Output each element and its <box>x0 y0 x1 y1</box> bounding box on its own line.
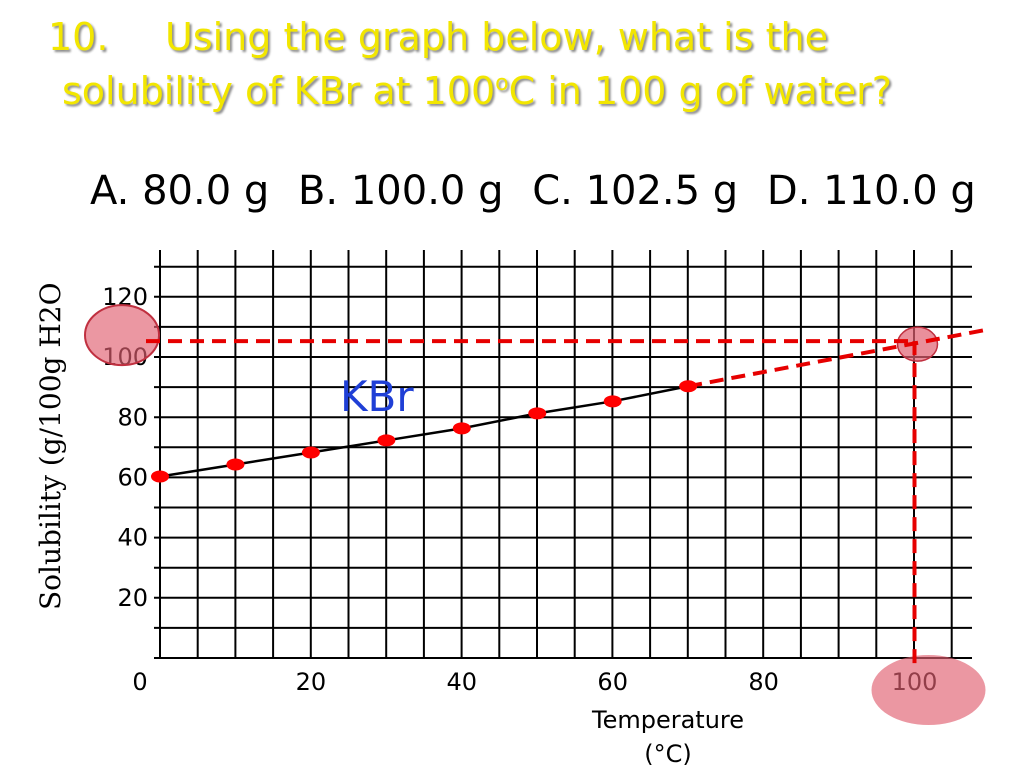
degree-superscript: o <box>495 71 509 96</box>
y-tick-label: 60 <box>117 464 148 492</box>
question-number: 10. <box>48 15 109 59</box>
choice-a[interactable]: A. 80.0 g <box>90 168 270 214</box>
choice-d[interactable]: D. 110.0 g <box>766 168 976 214</box>
extrapolation-line <box>687 327 991 389</box>
data-point <box>151 470 169 483</box>
x-tick-label: 20 <box>296 668 327 696</box>
x-tick-label: 60 <box>597 668 628 696</box>
y-axis-label: Solubility (g/100g H2O <box>34 282 67 610</box>
solubility-chart: 20406080100120 020406080100 KBr Solubili… <box>34 250 991 768</box>
question-text-line1: Using the graph below, what is the <box>165 15 828 59</box>
data-point <box>528 407 547 420</box>
y-tick-label: 80 <box>117 403 148 431</box>
x-axis-label: Temperature <box>591 706 744 734</box>
x-tick-label: 80 <box>748 668 779 696</box>
x-tick-label: 40 <box>447 668 478 696</box>
question-text-line2: solubility of KBr at 100oC in 100 g of w… <box>62 72 892 110</box>
data-point <box>226 458 245 471</box>
y-tick-label: 40 <box>117 524 148 552</box>
choice-c[interactable]: C. 102.5 g <box>532 168 739 214</box>
reading-guides <box>84 304 986 725</box>
grid <box>154 250 972 659</box>
question-text-line2-post: C in 100 g of water? <box>508 69 892 113</box>
data-point <box>679 380 698 393</box>
x-tick-label: 0 <box>132 668 147 696</box>
series-kbr <box>151 327 991 483</box>
answer-choices: A. 80.0 g B. 100.0 g C. 102.5 g D. 110.0… <box>90 168 992 214</box>
data-point <box>603 395 622 408</box>
y-tick-label: 20 <box>117 584 148 612</box>
choice-b[interactable]: B. 100.0 g <box>297 168 504 214</box>
data-point <box>452 422 471 435</box>
series-line-kbr <box>159 385 689 478</box>
y-reading-highlight <box>84 304 160 367</box>
x-axis-units: (°C) <box>644 740 691 768</box>
y-axis-label-text: Solubility (g/100g H2O <box>34 282 67 610</box>
x-reading-highlight <box>871 655 986 725</box>
question-text-line2-pre: solubility of KBr at 100 <box>62 69 496 113</box>
data-point <box>301 446 320 459</box>
series-label-kbr: KBr <box>340 372 414 421</box>
x-tick-labels: 020406080100 <box>132 668 937 696</box>
data-point <box>377 434 396 447</box>
